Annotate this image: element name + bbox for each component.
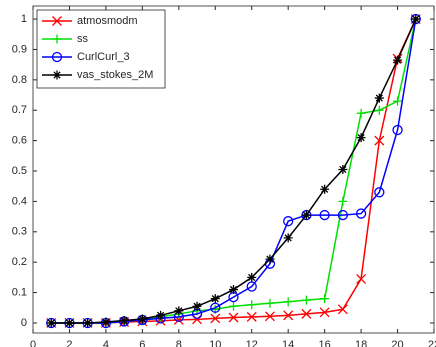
marker <box>301 308 312 319</box>
marker <box>374 187 385 198</box>
marker <box>338 196 348 206</box>
marker <box>374 105 384 115</box>
marker <box>156 310 166 320</box>
marker <box>83 318 93 328</box>
marker <box>392 124 403 136</box>
y-tick-label: 0.3 <box>12 226 27 238</box>
marker <box>119 316 129 326</box>
x-tick-label: 12 <box>246 339 258 347</box>
marker <box>246 281 257 292</box>
x-tick-label: 0 <box>30 339 36 347</box>
x-tick-label: 2 <box>66 339 72 347</box>
marker <box>374 135 385 146</box>
marker <box>301 210 311 220</box>
y-tick-label: 0.2 <box>12 256 27 268</box>
marker <box>210 313 221 324</box>
y-tick-label: 0.8 <box>12 74 27 86</box>
marker <box>283 233 293 243</box>
marker <box>210 294 220 304</box>
y-tick-label: 0.9 <box>12 43 27 55</box>
marker <box>137 314 147 324</box>
y-tick-label: 0.6 <box>12 135 27 147</box>
x-tick-label: 4 <box>103 339 109 347</box>
legend-label: atmosmodm <box>77 15 138 27</box>
x-tick-label: 14 <box>282 339 294 347</box>
marker <box>374 93 384 103</box>
y-tick-label: 1 <box>21 13 27 25</box>
marker <box>174 306 184 316</box>
marker <box>319 307 330 318</box>
marker <box>283 310 294 321</box>
legend: atmosmodm ss CurlCurl_3 vas_stokes_2M <box>36 9 166 89</box>
y-tick-label: 0.5 <box>12 165 27 177</box>
marker <box>356 108 366 118</box>
marker <box>411 14 421 24</box>
marker <box>355 208 367 219</box>
marker <box>247 272 257 282</box>
marker <box>320 184 330 194</box>
marker <box>265 254 275 264</box>
marker <box>52 70 62 80</box>
y-tick-label: 0 <box>21 317 27 329</box>
marker <box>356 273 367 284</box>
x-tick-label: 18 <box>355 339 367 347</box>
marker <box>192 301 202 311</box>
marker <box>337 209 349 221</box>
legend-label: CurlCurl_3 <box>77 51 130 63</box>
marker <box>210 302 221 313</box>
marker <box>301 295 311 305</box>
marker <box>246 311 257 322</box>
x-tick-label: 6 <box>139 339 145 347</box>
marker <box>283 297 293 307</box>
marker <box>64 318 74 328</box>
marker <box>228 312 239 323</box>
marker <box>264 311 275 322</box>
legend-label: ss <box>77 33 89 45</box>
marker <box>51 51 63 63</box>
marker <box>247 300 257 310</box>
marker <box>283 216 294 227</box>
marker <box>229 301 238 311</box>
marker <box>52 16 62 26</box>
marker <box>46 318 56 328</box>
y-tick-label: 0.7 <box>12 104 27 116</box>
y-tick-label: 0.4 <box>12 195 27 207</box>
x-tick-label: 20 <box>391 339 403 347</box>
legend-label: vas_stokes_2M <box>77 69 153 81</box>
y-tick-label: 0.1 <box>12 286 27 298</box>
marker <box>356 133 366 143</box>
marker <box>337 304 348 315</box>
marker <box>52 34 62 44</box>
x-tick-label: 10 <box>209 339 221 347</box>
marker <box>265 298 275 308</box>
marker <box>393 96 403 106</box>
marker <box>319 209 330 221</box>
series-line <box>51 18 417 324</box>
marker <box>393 55 403 65</box>
marker <box>101 317 111 327</box>
x-tick-label: 22 <box>428 339 436 347</box>
marker <box>229 285 238 295</box>
x-tick-label: 16 <box>319 339 331 347</box>
marker <box>320 294 330 304</box>
marker <box>338 165 348 174</box>
marker <box>192 314 203 325</box>
x-tick-label: 8 <box>176 339 182 347</box>
